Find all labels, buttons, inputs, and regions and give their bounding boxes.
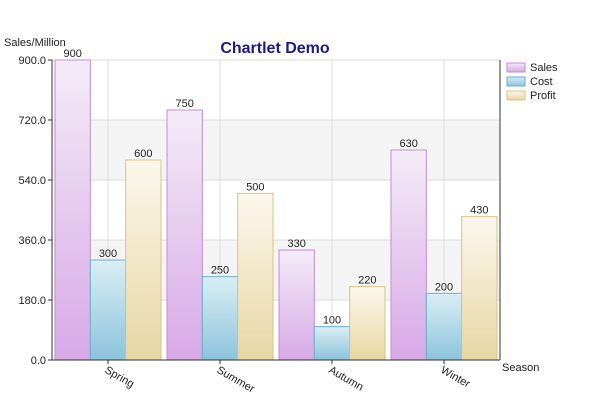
plot-band — [52, 120, 500, 180]
bar-profit-autumn — [349, 286, 386, 361]
bar-profit-spring — [125, 159, 162, 361]
legend-label: Sales — [530, 62, 558, 74]
y-axis-label: Sales/Million — [4, 37, 66, 49]
data-label: 600 — [134, 148, 152, 160]
bar-sales-spring — [54, 59, 91, 361]
data-label: 500 — [246, 181, 264, 193]
data-label: 300 — [99, 248, 117, 260]
y-tick-label: 900.0 — [18, 55, 46, 67]
legend-swatch-sales — [506, 62, 526, 73]
x-tick-label: Spring — [103, 364, 137, 390]
data-label: 750 — [175, 98, 193, 110]
y-tick-label: 360.0 — [18, 235, 46, 247]
data-label: 430 — [470, 205, 488, 217]
bar-cost-spring — [89, 259, 127, 361]
legend-swatch-cost — [506, 76, 526, 87]
bar-cost-winter — [425, 292, 463, 361]
bar-cost-summer — [201, 276, 239, 361]
data-label: 250 — [211, 265, 229, 277]
x-axis-ticks: Spring Summer Autumn Winter — [103, 360, 473, 396]
data-label: 220 — [358, 275, 376, 287]
bars — [54, 59, 498, 361]
y-axis-ticks: 0.0 180.0 360.0 540.0 720.0 900.0 — [18, 55, 52, 367]
y-tick-label: 0.0 — [31, 355, 46, 367]
legend-swatch-profit — [506, 90, 526, 101]
data-label: 330 — [287, 238, 305, 250]
x-tick-label: Autumn — [327, 364, 366, 393]
y-tick-label: 180.0 — [18, 295, 46, 307]
x-tick-label: Winter — [439, 364, 473, 390]
data-label: 200 — [435, 281, 453, 293]
data-label: 630 — [399, 138, 417, 150]
bar-cost-autumn — [313, 326, 351, 361]
bar-profit-summer — [237, 192, 274, 361]
data-label: 900 — [63, 48, 81, 60]
bar-sales-summer — [166, 109, 203, 361]
axes — [51, 60, 501, 361]
chart-title: Chartlet Demo — [220, 40, 330, 57]
y-tick-label: 720.0 — [18, 115, 46, 127]
bar-profit-winter — [461, 216, 498, 361]
data-label: 100 — [323, 315, 341, 327]
data-labels: 900 300 600 750 250 500 330 100 220 630 200 430 — [63, 48, 488, 327]
legend-label: Cost — [530, 76, 553, 88]
y-tick-label: 540.0 — [18, 175, 46, 187]
legend-label: Profit — [530, 90, 556, 102]
legend: Sales Cost Profit — [506, 62, 558, 102]
x-tick-label: Summer — [215, 364, 257, 395]
bar-sales-autumn — [278, 249, 315, 361]
x-axis-label: Season — [502, 362, 539, 374]
bar-sales-winter — [390, 149, 427, 361]
